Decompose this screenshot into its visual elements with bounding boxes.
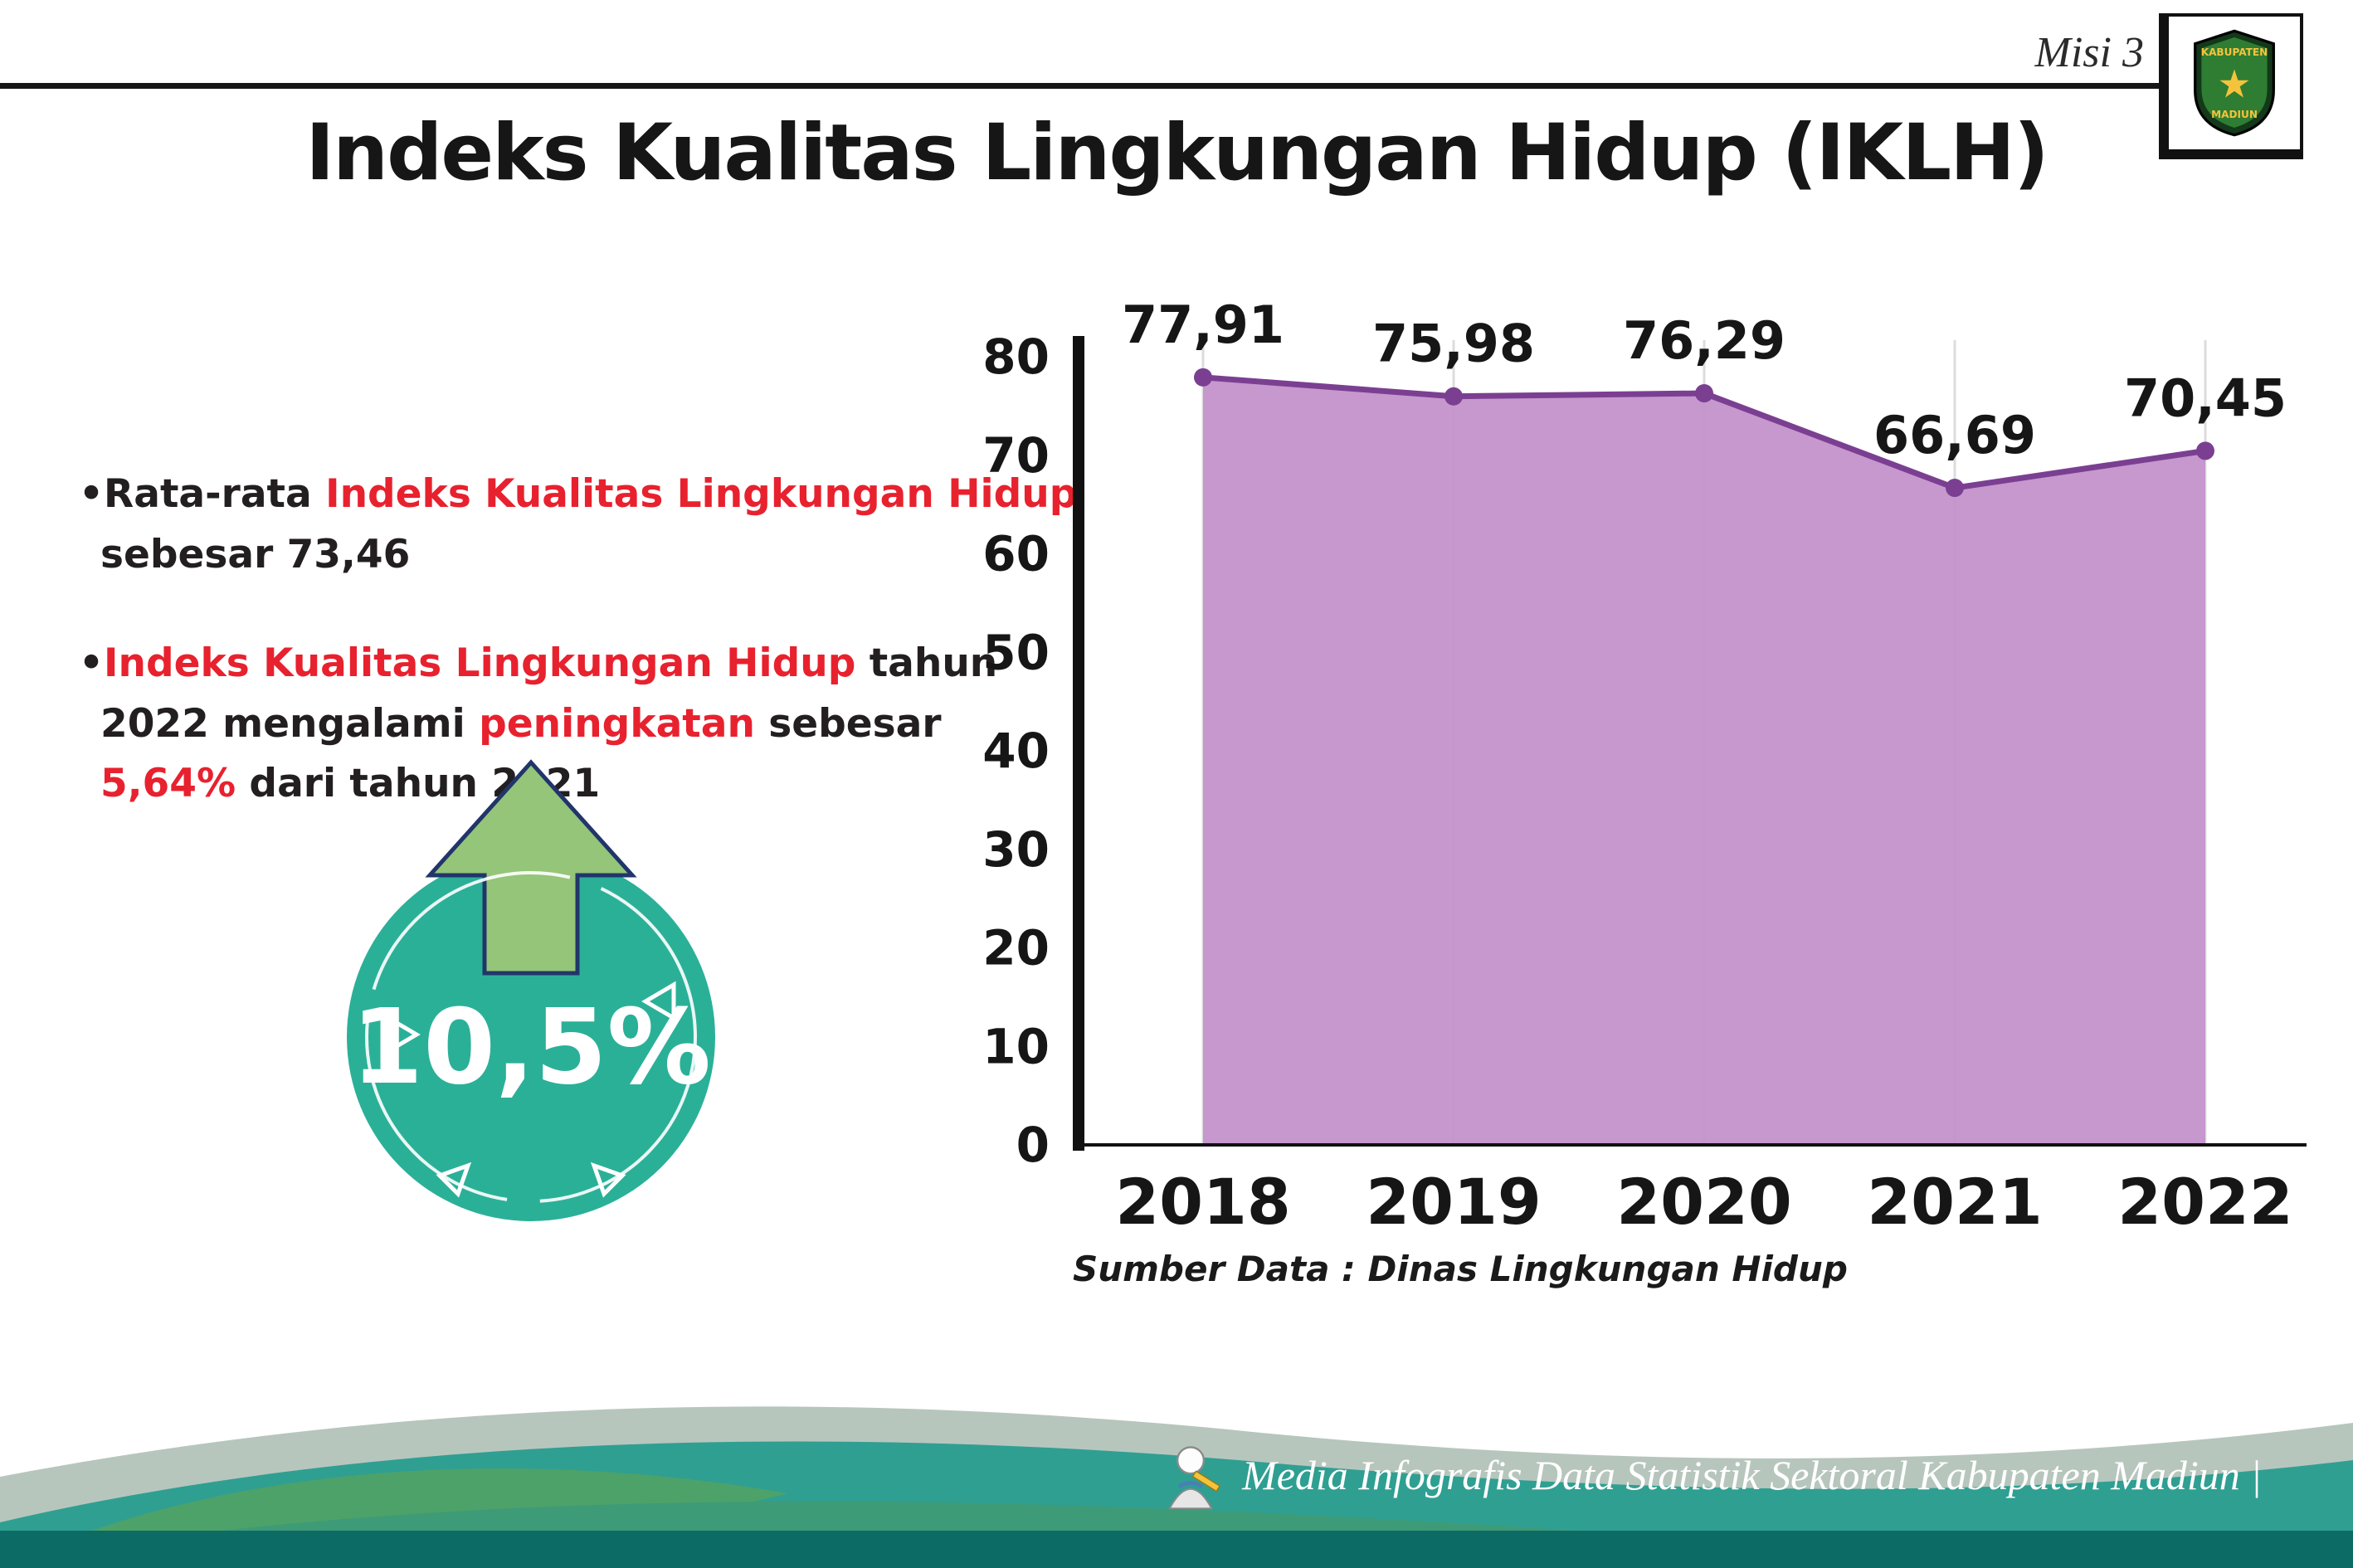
chart-area-fill [1203, 377, 2205, 1146]
mascot-icon [1168, 1446, 1221, 1510]
y-tick-label: 60 [982, 526, 1050, 582]
logo-star-icon [2219, 69, 2249, 98]
highlight-text: peningkatan [479, 700, 755, 747]
x-tick-label: 2022 [2117, 1165, 2293, 1239]
y-tick-label: 80 [982, 329, 1050, 385]
y-tick-label: 20 [982, 920, 1050, 976]
badge-triangle-bottom-right-icon [590, 1161, 626, 1198]
percentage-badge: 10,5% [347, 759, 715, 1221]
text-segment: sebesar 73,46 [100, 531, 411, 577]
x-tick-label: 2021 [1867, 1165, 2043, 1239]
text-segment: Rata-rata [104, 471, 326, 517]
badge-circle [347, 853, 715, 1221]
bullet-marker: • [79, 471, 105, 517]
source-caption: Sumber Data : Dinas Lingkungan Hidup [1073, 1249, 1848, 1289]
x-tick-label: 2018 [1115, 1165, 1291, 1239]
value-label: 76,29 [1623, 310, 1785, 371]
value-label: 70,45 [2124, 368, 2287, 428]
bullet-text: Rata-rata Indeks Kualitas Lingkungan Hid… [100, 471, 1077, 577]
data-point [1194, 368, 1212, 387]
badge-triangle-bottom-left-icon [436, 1161, 472, 1198]
value-label: 77,91 [1122, 295, 1284, 355]
chart-wrap: 0 10 20 30 40 50 60 70 80 77,91 2018 75,98 2019 76,29… [954, 274, 2323, 1319]
bullet-marker: • [79, 640, 105, 686]
misi-label: Misi 3 [2034, 29, 2144, 76]
highlight-text: 5,64% [100, 761, 236, 807]
page-title: Indeks Kualitas Lingkungan Hidup (IKLH) [305, 108, 2049, 198]
footer-bar [0, 1531, 2353, 1568]
y-tick-label: 50 [982, 624, 1050, 680]
y-tick-label: 0 [1016, 1117, 1050, 1173]
value-label: 66,69 [1873, 405, 2036, 465]
kabupaten-madiun-logo: KABUPATEN MADIUN [2159, 13, 2303, 159]
data-point [1444, 387, 1463, 406]
x-tick-label: 2019 [1366, 1165, 1542, 1239]
x-tick-label: 2020 [1616, 1165, 1792, 1239]
logo-text-top: KABUPATEN [2201, 46, 2268, 58]
data-point [1946, 479, 1964, 498]
iklh-chart: 0 10 20 30 40 50 60 70 80 77,91 2018 75,98 2019 76,29… [982, 295, 2307, 1239]
data-point [1695, 384, 1713, 403]
highlight-text: Indeks Kualitas Lingkungan Hidup [325, 471, 1078, 517]
highlight-text: Indeks Kualitas Lingkungan Hidup [104, 640, 856, 686]
badge-triangle-right-icon [641, 981, 676, 1022]
data-point [2196, 441, 2214, 460]
y-tick-label: 70 [982, 427, 1050, 484]
y-tick-label: 40 [982, 723, 1050, 779]
text-segment: tahun 2022 mengalami [100, 640, 998, 747]
footer-caption: Media Infografis Data Statistik Sektoral… [1156, 1440, 2262, 1510]
y-tick-label: 30 [982, 821, 1050, 878]
footer-text: Media Infografis Data Statistik Sektoral… [1242, 1452, 2262, 1498]
logo-text-bottom: MADIUN [2211, 109, 2258, 120]
badge-value: 10,5% [351, 987, 711, 1108]
logo-shield-icon: KABUPATEN MADIUN [2194, 29, 2275, 137]
text-segment: sebesar [754, 700, 942, 747]
badge-triangle-left-icon [386, 1014, 421, 1055]
up-arrow-icon [425, 759, 637, 976]
y-tick-label: 10 [982, 1018, 1050, 1074]
bullet-item-average: •Rata-rata Indeks Kualitas Lingkungan Hi… [79, 465, 1083, 586]
header-divider [0, 83, 2161, 89]
value-label: 75,98 [1372, 314, 1535, 374]
badge-ring [365, 871, 697, 1203]
